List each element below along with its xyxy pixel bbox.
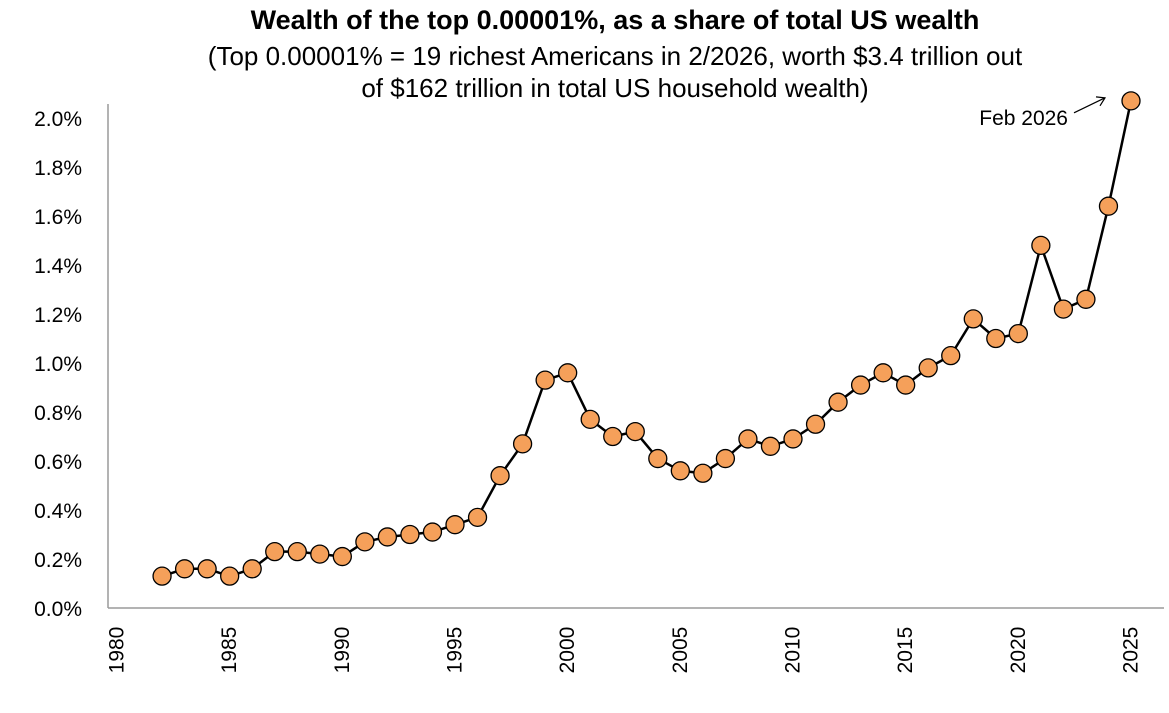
y-tick-label: 0.4% xyxy=(34,500,82,523)
data-point xyxy=(918,358,938,378)
subtitle-line-2: of $162 trillion in total US household w… xyxy=(361,73,869,103)
data-point xyxy=(377,527,398,547)
data-point xyxy=(828,392,848,412)
data-point xyxy=(152,566,172,586)
data-point xyxy=(558,363,578,383)
data-point xyxy=(174,559,195,579)
data-point xyxy=(715,448,736,469)
y-tick-label: 0.2% xyxy=(34,549,82,572)
x-tick-label: 2015 xyxy=(894,627,917,674)
data-point xyxy=(287,542,307,562)
x-tick-label: 2005 xyxy=(669,627,692,674)
data-point xyxy=(738,429,758,449)
x-axis-ticks: 1980 1985 1990 1995 2000 2005 2010 2015 2020 2025 xyxy=(106,627,1143,674)
annotation: Feb 2026 xyxy=(979,96,1107,130)
data-point xyxy=(963,309,983,329)
data-point xyxy=(355,532,375,552)
y-tick-label: 2.0% xyxy=(34,108,82,131)
x-tick-label: 1980 xyxy=(106,627,129,674)
subtitle-line-1: (Top 0.00001% = 19 richest Americans in … xyxy=(207,41,1023,71)
data-point xyxy=(760,436,781,456)
x-tick-label: 1990 xyxy=(331,627,354,674)
data-point xyxy=(580,409,600,430)
data-point xyxy=(1098,196,1119,216)
annotation-label: Feb 2026 xyxy=(979,107,1068,130)
y-tick-label: 1.2% xyxy=(34,304,82,327)
axes xyxy=(107,104,1164,609)
data-point xyxy=(467,507,488,527)
data-point xyxy=(310,544,330,564)
data-point xyxy=(445,515,465,535)
series-line xyxy=(161,100,1133,578)
annotation-arrowhead xyxy=(1095,96,1107,107)
data-point xyxy=(693,463,713,483)
data-point xyxy=(197,559,217,579)
data-point xyxy=(242,559,262,579)
data-point xyxy=(941,345,961,366)
data-point xyxy=(783,429,803,449)
data-point xyxy=(1008,323,1028,344)
data-point xyxy=(873,363,893,383)
data-point xyxy=(220,566,240,586)
x-tick-label: 2000 xyxy=(556,627,579,674)
data-point xyxy=(648,448,668,469)
chart-subtitle: (Top 0.00001% = 19 richest Americans in … xyxy=(0,40,1169,104)
x-tick-label: 2020 xyxy=(1007,627,1030,674)
y-tick-label: 1.0% xyxy=(34,353,82,376)
data-point xyxy=(850,375,871,395)
data-point xyxy=(1031,235,1051,256)
y-tick-label: 1.6% xyxy=(34,206,82,229)
y-tick-label: 0.8% xyxy=(34,402,82,425)
y-tick-label: 0.0% xyxy=(34,598,82,621)
annotation-arrow xyxy=(1073,97,1106,114)
data-point xyxy=(670,461,690,481)
data-point xyxy=(400,524,420,545)
data-point xyxy=(490,466,510,486)
data-point xyxy=(1053,299,1074,319)
data-point xyxy=(512,434,533,454)
data-point xyxy=(1076,289,1096,309)
data-point xyxy=(603,426,623,447)
y-tick-label: 1.8% xyxy=(34,157,82,180)
data-point xyxy=(805,414,826,434)
x-tick-label: 2010 xyxy=(782,627,805,674)
data-point xyxy=(896,375,916,395)
data-point xyxy=(986,328,1006,349)
data-point xyxy=(332,546,352,567)
y-tick-label: 0.6% xyxy=(34,451,82,474)
y-axis-ticks: 0.0% 0.2% 0.4% 0.6% 0.8% 1.0% 1.2% 1.4% 1.6% 1.8%… xyxy=(34,108,82,621)
data-point xyxy=(1121,91,1141,111)
x-tick-label: 1995 xyxy=(444,627,467,674)
data-point xyxy=(535,370,555,390)
x-tick-label: 2025 xyxy=(1120,627,1143,674)
data-point xyxy=(625,421,645,442)
series xyxy=(152,91,1141,586)
chart-title: Wealth of the top 0.00001%, as a share o… xyxy=(250,5,980,35)
data-point xyxy=(422,522,443,542)
data-point xyxy=(265,542,285,562)
y-tick-label: 1.4% xyxy=(34,255,82,278)
x-tick-label: 1985 xyxy=(218,627,241,674)
